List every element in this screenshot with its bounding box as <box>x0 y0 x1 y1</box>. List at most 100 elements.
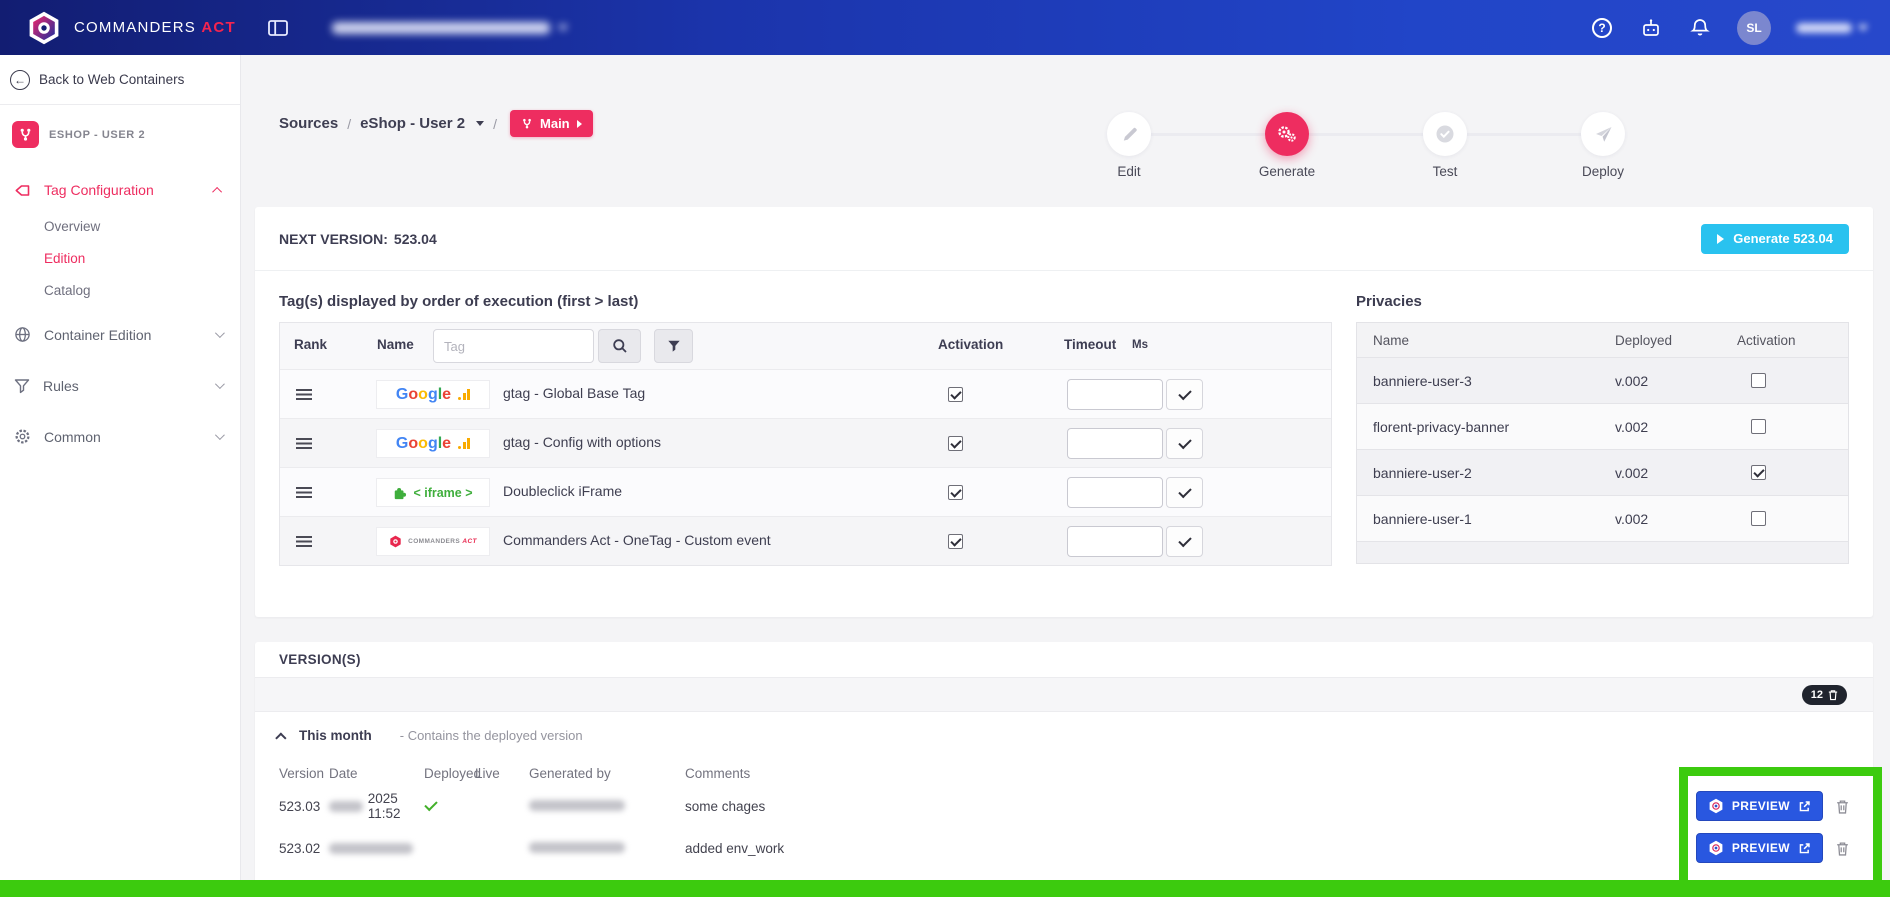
chevron-down-icon[interactable] <box>476 121 485 126</box>
caret-right-icon <box>576 119 582 128</box>
delete-version-icon[interactable] <box>1836 799 1849 814</box>
next-version-label: NEXT VERSION: <box>279 230 388 247</box>
step-generate[interactable]: Generate <box>1259 112 1315 179</box>
timeout-apply-button[interactable] <box>1166 428 1203 459</box>
vendor-logo-google: Google <box>376 380 490 409</box>
branch-selector-main[interactable]: Main <box>510 110 593 137</box>
preview-button[interactable]: PREVIEW <box>1695 791 1823 821</box>
breadcrumb-sources[interactable]: Sources <box>279 115 339 132</box>
sidebar-item-container-edition[interactable]: Container Edition <box>0 312 240 357</box>
version-date <box>329 842 424 854</box>
sidebar-item-label: Tag Configuration <box>44 182 154 198</box>
timeout-apply-button[interactable] <box>1166 379 1203 410</box>
column-deployed: Deployed <box>424 765 482 781</box>
timeout-input[interactable] <box>1067 428 1163 459</box>
privacy-name: banniere-user-2 <box>1373 464 1472 481</box>
search-button[interactable] <box>598 329 641 363</box>
next-version-bar: NEXT VERSION: 523.04 Generate 523.04 <box>255 207 1873 271</box>
chevron-down-icon <box>214 328 225 339</box>
collapse-chevron-icon[interactable] <box>275 731 287 744</box>
sidebar-item-tag-configuration[interactable]: Tag Configuration <box>0 170 240 210</box>
activation-checkbox[interactable] <box>1751 419 1766 434</box>
notifications-bell-icon[interactable] <box>1688 16 1712 40</box>
tag-name: Doubleclick iFrame <box>503 483 623 499</box>
column-version: Version <box>279 765 325 781</box>
drag-handle-icon[interactable] <box>296 438 312 441</box>
privacy-name: florent-privacy-banner <box>1373 418 1510 435</box>
privacy-row: banniere-user-2 v.002 <box>1357 449 1848 495</box>
brand: COMMANDERS ACT <box>26 10 236 46</box>
activation-checkbox[interactable] <box>1751 465 1766 480</box>
chevron-down-icon <box>214 379 225 390</box>
help-icon[interactable]: ? <box>1590 16 1614 40</box>
version-row: 523.02 added env_work PREVIEW <box>255 827 1873 869</box>
workflow-stepper: Edit Generate Test <box>1107 112 1625 179</box>
timeout-input[interactable] <box>1067 526 1163 557</box>
privacy-deployed: v.002 <box>1615 372 1649 389</box>
sidebar-item-catalog[interactable]: Catalog <box>44 282 91 298</box>
breadcrumb-container[interactable]: eShop - User 2 <box>360 115 466 132</box>
sidebar-toggle-icon[interactable] <box>267 19 288 36</box>
workspace-selector[interactable] <box>331 21 568 34</box>
assistant-robot-icon[interactable] <box>1639 16 1663 40</box>
vendor-logo-google: Google <box>376 429 490 458</box>
version-comments: added env_work <box>685 840 785 856</box>
step-connector <box>1467 132 1581 136</box>
current-container[interactable]: ESHOP - USER 2 <box>12 121 240 148</box>
group-label[interactable]: This month <box>299 728 372 743</box>
activation-checkbox[interactable] <box>1751 373 1766 388</box>
timeout-apply-button[interactable] <box>1166 526 1203 557</box>
column-timeout-unit: Ms <box>1132 339 1148 351</box>
timeout-input[interactable] <box>1067 477 1163 508</box>
main-content: Sources / eShop - User 2 / Main Edit <box>241 55 1890 897</box>
back-to-web-containers[interactable]: ← Back to Web Containers <box>0 55 240 105</box>
sidebar-item-label: Container Edition <box>44 326 152 343</box>
workspace-name-blurred <box>331 21 568 34</box>
step-test[interactable]: Test <box>1423 112 1467 179</box>
activation-checkbox[interactable] <box>948 534 963 549</box>
tags-section: Tag(s) displayed by order of execution (… <box>279 285 1332 603</box>
tags-title: Tag(s) displayed by order of execution (… <box>279 293 639 310</box>
timeout-input[interactable] <box>1067 379 1163 410</box>
activation-checkbox[interactable] <box>948 485 963 500</box>
delete-versions-badge[interactable]: 12 <box>1801 684 1847 705</box>
column-deployed: Deployed <box>1615 332 1673 348</box>
filter-button[interactable] <box>654 329 693 363</box>
tag-row: COMMANDERS ACT Commanders Act - OneTag -… <box>280 516 1331 565</box>
commanders-act-hex-icon <box>1709 798 1723 814</box>
step-edit[interactable]: Edit <box>1107 112 1151 179</box>
activation-checkbox[interactable] <box>1751 511 1766 526</box>
branch-label: Main <box>540 116 570 131</box>
trash-icon <box>1828 689 1838 700</box>
column-generated-by: Generated by <box>529 765 611 781</box>
sidebar-item-common[interactable]: Common <box>0 414 240 459</box>
sidebar-item-rules[interactable]: Rules <box>0 363 240 408</box>
drag-handle-icon[interactable] <box>296 536 312 539</box>
analytics-bars-icon <box>458 438 471 449</box>
username-blurred[interactable] <box>1796 22 1868 33</box>
timeout-apply-button[interactable] <box>1166 477 1203 508</box>
privacies-filler <box>1357 541 1848 563</box>
avatar[interactable]: SL <box>1737 10 1771 45</box>
sidebar-item-edition[interactable]: Edition <box>44 250 86 266</box>
activation-checkbox[interactable] <box>948 436 963 451</box>
preview-button[interactable]: PREVIEW <box>1695 833 1823 863</box>
generate-card: NEXT VERSION: 523.04 Generate 523.04 Tag… <box>255 207 1873 617</box>
privacy-deployed: v.002 <box>1615 510 1649 527</box>
delete-version-icon[interactable] <box>1836 841 1849 856</box>
tag-name: gtag - Config with options <box>503 434 661 450</box>
drag-handle-icon[interactable] <box>296 389 312 392</box>
tag-row: Google gtag - Config with options <box>280 418 1331 467</box>
column-name: Name <box>1373 332 1410 348</box>
privacy-row: banniere-user-3 v.002 <box>1357 357 1848 403</box>
step-deploy[interactable]: Deploy <box>1581 112 1625 179</box>
privacy-deployed: v.002 <box>1615 418 1649 435</box>
sidebar-item-overview[interactable]: Overview <box>44 218 101 234</box>
activation-checkbox[interactable] <box>948 387 963 402</box>
generate-button[interactable]: Generate 523.04 <box>1701 223 1849 254</box>
tag-search-input[interactable] <box>433 329 594 363</box>
version-date: 2025 11:52 <box>329 791 424 821</box>
version-number: 523.02 <box>279 840 321 856</box>
privacy-row: banniere-user-1 v.002 <box>1357 495 1848 541</box>
drag-handle-icon[interactable] <box>296 487 312 490</box>
